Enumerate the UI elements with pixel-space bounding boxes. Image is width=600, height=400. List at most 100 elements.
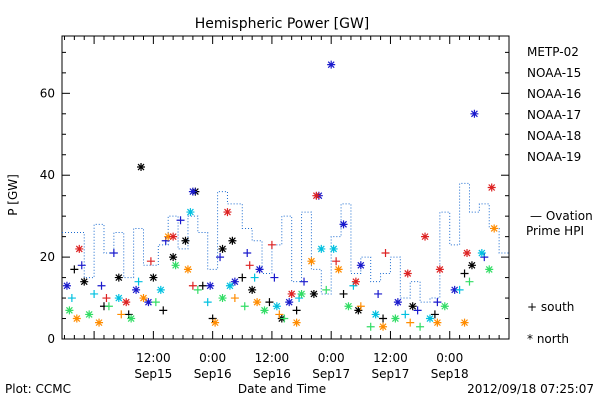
x-tick-label-date: Sep16	[194, 367, 232, 381]
series-metp-02	[70, 163, 476, 323]
x-tick-label-time: 12:00	[255, 351, 290, 365]
series-noaa-16	[67, 208, 486, 323]
data-point	[218, 294, 227, 303]
data-point	[211, 318, 220, 327]
data-point	[169, 253, 178, 262]
data-point	[455, 285, 464, 294]
data-point	[487, 183, 496, 192]
y-tick-label: 40	[40, 168, 55, 182]
legend-entry: NOAA-19	[527, 150, 581, 164]
legend-entry: NOAA-16	[527, 87, 581, 101]
data-point	[216, 253, 225, 262]
data-point	[393, 298, 402, 307]
data-point	[70, 265, 79, 274]
data-point	[381, 249, 390, 258]
data-point	[317, 244, 326, 253]
data-point	[250, 273, 259, 282]
data-point	[188, 187, 197, 196]
y-tick-label: 60	[40, 86, 55, 100]
data-point	[433, 318, 442, 327]
data-point	[379, 314, 388, 323]
data-point	[403, 269, 412, 278]
data-point	[285, 298, 294, 307]
data-point	[206, 281, 215, 290]
data-point	[374, 289, 383, 298]
data-point	[151, 298, 160, 307]
data-point	[477, 249, 486, 258]
data-point	[307, 257, 316, 266]
data-point	[440, 302, 449, 311]
data-point	[351, 277, 360, 286]
data-point	[267, 240, 276, 249]
data-point	[485, 265, 494, 274]
data-point	[164, 232, 173, 241]
data-point	[156, 285, 165, 294]
data-point	[109, 249, 118, 258]
legend-entry: NOAA-18	[527, 129, 581, 143]
data-point	[65, 306, 74, 315]
data-point	[97, 281, 106, 290]
data-point	[203, 298, 212, 307]
footer-right: 2012/09/18 07:25:07	[467, 382, 594, 396]
data-point	[255, 265, 264, 274]
data-point	[72, 314, 81, 323]
data-point	[339, 289, 348, 298]
data-point	[401, 310, 410, 319]
data-point	[104, 302, 113, 311]
x-tick-label-time: 0:00	[318, 351, 345, 365]
ovation-legend-line2: Prime HPI	[526, 224, 584, 238]
data-point	[161, 236, 170, 245]
x-tick-label-time: 0:00	[436, 351, 463, 365]
chart-title: Hemispheric Power [GW]	[195, 16, 370, 32]
data-point	[149, 273, 158, 282]
data-point	[122, 298, 131, 307]
data-point	[300, 277, 309, 286]
x-tick-label-date: Sep18	[431, 367, 469, 381]
footer-left: Plot: CCMC	[5, 382, 71, 396]
data-point	[450, 285, 459, 294]
data-point	[275, 310, 284, 319]
data-point	[297, 289, 306, 298]
data-point	[295, 294, 304, 303]
data-point	[245, 261, 254, 270]
data-point	[433, 298, 442, 307]
data-point	[117, 310, 126, 319]
data-point	[159, 306, 168, 315]
data-point	[260, 306, 269, 315]
data-point	[460, 318, 469, 327]
x-tick-label-date: Sep17	[372, 367, 410, 381]
data-point	[114, 294, 123, 303]
data-point	[228, 236, 237, 245]
series-noaa-18	[72, 224, 499, 331]
ovation-line	[62, 182, 509, 303]
data-point	[238, 273, 247, 282]
data-point	[292, 318, 301, 327]
y-tick-label: 0	[47, 332, 55, 346]
data-point	[218, 244, 227, 253]
data-point	[230, 294, 239, 303]
x-tick-label-time: 12:00	[136, 351, 171, 365]
data-point	[132, 285, 141, 294]
legend-entry: NOAA-17	[527, 108, 581, 122]
legend-entry: METP-02	[527, 45, 579, 59]
data-point	[124, 310, 133, 319]
x-axis-label: Date and Time	[238, 382, 326, 396]
ovation-legend-line1: — Ovation	[530, 209, 593, 223]
data-point	[292, 306, 301, 315]
data-point	[287, 289, 296, 298]
data-point	[349, 281, 358, 290]
data-point	[198, 281, 207, 290]
data-point	[408, 302, 417, 311]
data-point	[75, 244, 84, 253]
data-point	[332, 257, 341, 266]
data-point	[354, 306, 363, 315]
data-point	[95, 318, 104, 327]
data-point	[327, 60, 336, 69]
data-point	[208, 314, 217, 323]
legend-entry: NOAA-15	[527, 66, 581, 80]
data-point	[114, 273, 123, 282]
data-point	[344, 302, 353, 311]
data-point	[169, 232, 178, 241]
data-point	[480, 253, 489, 262]
